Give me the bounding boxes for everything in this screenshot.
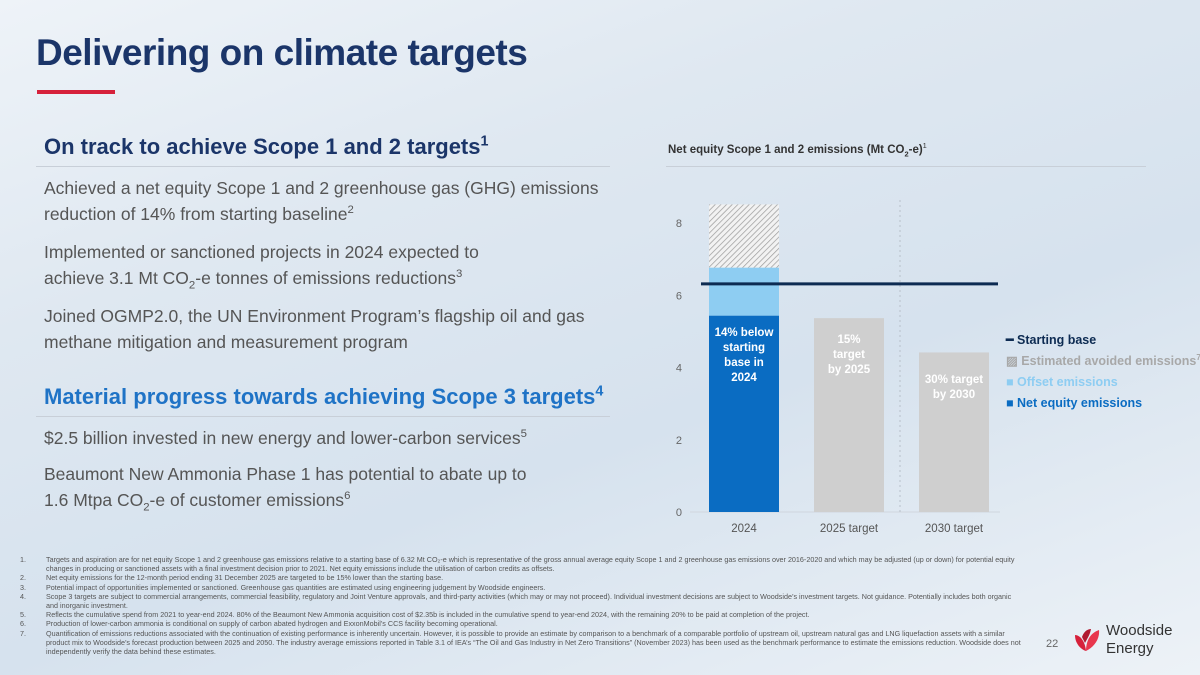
- footnote: 3. Potential impact of opportunities impl…: [20, 583, 1025, 592]
- bar-label: 30% target by 2030: [925, 374, 983, 401]
- page-title: Delivering on climate targets: [36, 32, 528, 73]
- footnote-text: Potential impact of opportunities implem…: [46, 582, 546, 592]
- scope3-heading: Material progress towards achieving Scop…: [36, 384, 610, 417]
- y-tick-label: 0: [676, 507, 682, 519]
- scope12-section: On track to achieve Scope 1 and 2 target…: [36, 134, 610, 355]
- footnote-text: Scope 3 targets are subject to commercia…: [46, 591, 1012, 611]
- chart-title: Net equity Scope 1 and 2 emissions (Mt C…: [668, 141, 927, 159]
- footnote-number: 3.: [20, 582, 26, 592]
- footnote-text: Targets and aspiration are for net equit…: [46, 555, 1015, 574]
- bar-net-equity: [709, 315, 779, 512]
- woodside-logo: Woodside Energy: [1072, 622, 1172, 658]
- bar-label: 14% below starting base in 2024: [715, 327, 774, 384]
- footnote-text: Net equity emissions for the 12-month pe…: [46, 573, 444, 583]
- bar-label: 15% target by 2025: [828, 334, 871, 376]
- emissions-chart: 0 2 4 6 8 2024 2025 target 2030 target 14% below…: [676, 200, 1000, 535]
- x-tick-label: 2025 target: [820, 523, 879, 535]
- legend-offset: ■ Offset emissions: [1006, 375, 1118, 389]
- divider: [666, 166, 1146, 167]
- footnote-text: Quantification of emissions reductions a…: [46, 628, 1021, 657]
- legend-net-equity: ■ Net equity emissions: [1006, 396, 1143, 410]
- square-swatch-icon: ■: [1006, 375, 1018, 389]
- footnote-text: Production of lower-carbon ammonia is co…: [46, 619, 498, 629]
- bullet-investment: $2.5 billion invested in new energy and …: [44, 428, 527, 448]
- bar-target: [919, 352, 989, 512]
- footnote: 7. Quantification of emissions reductions…: [20, 629, 1025, 657]
- footnote-number: 2.: [20, 573, 26, 583]
- footnote: 6. Production of lower-carbon ammonia is …: [20, 619, 1025, 628]
- bar-offset: [709, 267, 779, 316]
- bar-avoided: [709, 204, 779, 268]
- scope12-heading: On track to achieve Scope 1 and 2 target…: [36, 134, 610, 167]
- woodside-logo-icon: [1075, 629, 1100, 651]
- hatch-swatch-icon: ▨: [1006, 354, 1022, 368]
- title-accent-bar: [37, 90, 115, 94]
- page-number: 22: [1046, 638, 1059, 650]
- footnote: 1. Targets and aspiration are for net equ…: [20, 555, 1025, 573]
- bullet-ogmp: Joined OGMP2.0, the UN Environment Progr…: [44, 306, 585, 352]
- y-tick-label: 6: [676, 290, 682, 302]
- bar-target: [814, 318, 884, 512]
- footnote: 4. Scope 3 targets are subject to commerc…: [20, 592, 1025, 610]
- x-tick-label: 2024: [731, 523, 757, 535]
- square-swatch-icon: ■: [1006, 396, 1018, 410]
- legend-starting-base: ━ Starting base: [1006, 333, 1097, 347]
- y-tick-label: 2: [676, 435, 682, 447]
- bullet-ghg-reduction: Achieved a net equity Scope 1 and 2 gree…: [44, 178, 599, 224]
- footnote-number: 4.: [20, 591, 26, 601]
- legend-avoided: ▨ Estimated avoided emissions7: [1006, 352, 1200, 368]
- footnote-number: 1.: [20, 555, 26, 564]
- bullet-beaumont: Beaumont New Ammonia Phase 1 has potenti…: [44, 464, 527, 514]
- footnote-number: 7.: [20, 628, 26, 638]
- footnote: 2. Net equity emissions for the 12-month …: [20, 573, 1025, 582]
- footnotes: 1. Targets and aspiration are for net equ…: [20, 555, 1025, 656]
- y-tick-label: 4: [676, 363, 682, 375]
- footnote: 5. Reflects the cumulative spend from 202…: [20, 610, 1025, 619]
- footnote-text: Reflects the cumulative spend from 2021 …: [46, 610, 810, 620]
- x-tick-label: 2030 target: [925, 523, 984, 535]
- footnote-number: 5.: [20, 610, 26, 620]
- line-swatch-icon: ━: [1006, 333, 1017, 347]
- y-tick-label: 8: [676, 218, 682, 230]
- scope3-section: Material progress towards achieving Scop…: [36, 384, 610, 513]
- bullet-projects: Implemented or sanctioned projects in 20…: [44, 242, 479, 292]
- footnote-number: 6.: [20, 619, 26, 629]
